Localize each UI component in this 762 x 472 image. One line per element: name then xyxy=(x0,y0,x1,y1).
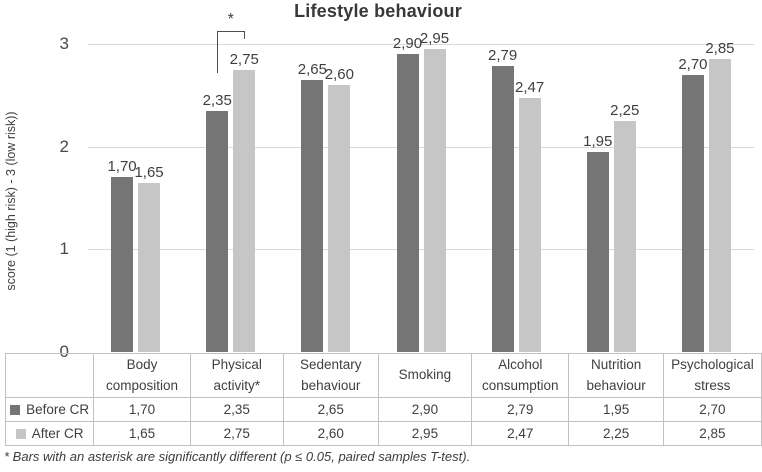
y-tick-label: 1 xyxy=(59,239,69,259)
legend-cell-before-cr: Before CR xyxy=(4,397,95,422)
gridline xyxy=(88,44,754,45)
table-header-cell: Nutrition behaviour xyxy=(568,353,664,398)
table-header-cell: Smoking xyxy=(377,353,473,398)
table-value-cell: 1,65 xyxy=(93,421,191,446)
bar-after-cr xyxy=(423,49,446,352)
bar-value-label: 2,47 xyxy=(515,79,545,97)
table-corner-cell xyxy=(4,353,95,398)
bar-value-label: 1,65 xyxy=(134,163,164,181)
table-value-cell: 2,35 xyxy=(189,397,284,422)
legend-cell-after-cr: After CR xyxy=(4,421,95,446)
table-value-cell: 2,79 xyxy=(471,397,570,422)
table-value-cell: 2,85 xyxy=(662,421,762,446)
bar-after-cr xyxy=(138,182,161,352)
bar-before-cr xyxy=(586,151,609,352)
bar-value-label: 2,35 xyxy=(202,91,232,109)
chart-title: Lifestyle behaviour xyxy=(294,1,462,21)
table-header-cell: Sedentary behaviour xyxy=(282,353,379,398)
bracket-left-leg xyxy=(217,31,219,73)
table-row-before-cr: Before CR 1,70 2,35 2,65 2,90 2,79 1,95 2,70 xyxy=(4,397,762,422)
y-axis-title: score (1 (high risk) - 3 (low risk)) xyxy=(4,111,18,291)
data-table: Body composition Physical activity* Sedent… xyxy=(4,353,762,446)
bar-value-label: 1,70 xyxy=(107,158,137,176)
table-header-cell: Physical activity* xyxy=(189,353,284,398)
table-header-cell: Body composition xyxy=(93,353,191,398)
table-value-cell: 1,70 xyxy=(93,397,191,422)
table-header-cell: Psychological stress xyxy=(662,353,762,398)
y-tick-label: 3 xyxy=(59,34,69,53)
bar-value-label: 2,79 xyxy=(488,46,518,64)
bar-before-cr xyxy=(301,79,324,352)
bar-value-label: 1,95 xyxy=(583,132,613,150)
y-tick-label: 2 xyxy=(59,136,69,156)
legend-label: Before CR xyxy=(26,402,90,417)
bracket-right-leg xyxy=(244,31,246,39)
table-value-cell: 2,65 xyxy=(282,397,379,422)
plot-area: 1,70 1,65 2,35 2,75 2,65 2,60 2,90 2,95 2,79 2,47… xyxy=(88,30,754,352)
bar-after-cr xyxy=(328,85,351,352)
bar-value-label: 2,60 xyxy=(324,66,354,84)
table-value-cell: 2,90 xyxy=(377,397,473,422)
bar-value-label: 2,75 xyxy=(229,50,259,68)
legend-label: After CR xyxy=(31,426,84,441)
bar-after-cr xyxy=(613,121,636,352)
table-value-cell: 1,95 xyxy=(568,397,664,422)
table-value-cell: 2,25 xyxy=(568,421,664,446)
bar-before-cr xyxy=(111,177,134,352)
gridline xyxy=(88,249,754,251)
bar-before-cr xyxy=(681,74,704,352)
significance-asterisk: * xyxy=(227,11,234,28)
bar-after-cr xyxy=(708,59,731,352)
bar-value-label: 2,90 xyxy=(392,35,423,53)
table-header-row: Body composition Physical activity* Sedent… xyxy=(4,353,762,398)
legend-swatch-before-cr xyxy=(10,405,21,415)
table-value-cell: 2,60 xyxy=(282,421,379,446)
bar-before-cr xyxy=(396,54,419,352)
bar-value-label: 2,85 xyxy=(705,40,735,58)
bar-after-cr xyxy=(233,69,256,352)
table-value-cell: 2,70 xyxy=(662,397,762,422)
y-tick-label: 0 xyxy=(59,342,69,361)
gridline xyxy=(88,146,754,148)
bar-value-label: 2,65 xyxy=(297,60,327,78)
footnote: * Bars with an asterisk are significantl… xyxy=(4,449,471,464)
bar-value-label: 2,70 xyxy=(678,55,708,73)
bar-before-cr xyxy=(206,110,229,352)
table-value-cell: 2,47 xyxy=(471,421,570,446)
legend-swatch-after-cr xyxy=(15,429,26,439)
bar-after-cr xyxy=(518,98,541,352)
table-header-cell: Alcohol consumption xyxy=(471,353,570,398)
table-value-cell: 2,95 xyxy=(377,421,473,446)
table-row-after-cr: After CR 1,65 2,75 2,60 2,95 2,47 2,25 2,85 xyxy=(4,421,762,446)
table-value-cell: 2,75 xyxy=(189,421,284,446)
bar-value-label: 2,25 xyxy=(610,102,640,119)
bracket-top xyxy=(217,31,245,32)
bar-before-cr xyxy=(491,65,514,352)
bar-value-label: 2,95 xyxy=(419,30,450,48)
